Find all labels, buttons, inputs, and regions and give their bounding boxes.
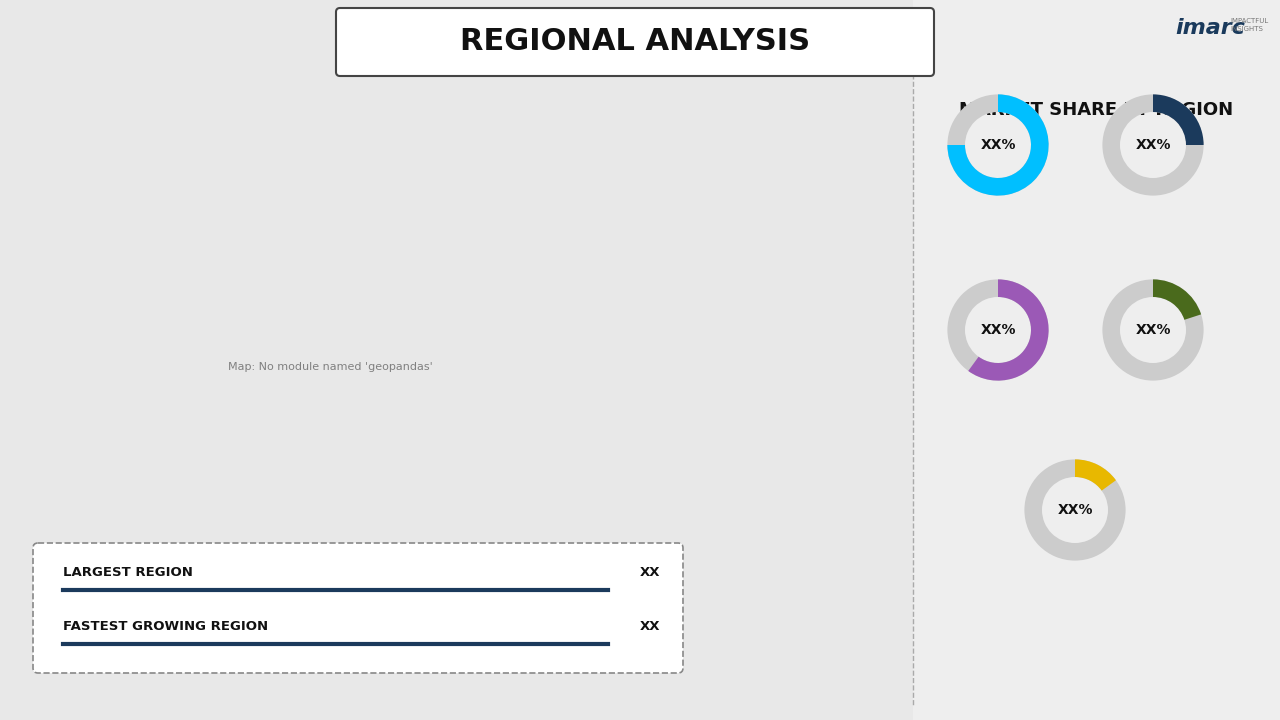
Text: MARKET SHARE BY REGION: MARKET SHARE BY REGION [960,101,1234,119]
Text: XX%: XX% [1057,503,1093,517]
Text: XX%: XX% [1135,323,1171,337]
Text: XX%: XX% [980,138,1016,152]
FancyBboxPatch shape [913,0,1280,720]
Wedge shape [1102,94,1203,196]
Text: XX: XX [640,565,660,578]
Wedge shape [1153,94,1203,145]
FancyBboxPatch shape [335,8,934,76]
Wedge shape [947,279,1048,381]
Wedge shape [1075,459,1116,490]
Wedge shape [947,94,1048,196]
Wedge shape [947,94,1048,196]
Text: XX%: XX% [1135,138,1171,152]
Text: LARGEST REGION: LARGEST REGION [63,565,193,578]
Wedge shape [1024,459,1125,561]
FancyBboxPatch shape [33,543,684,673]
Text: IMPACTFUL
INSIGHTS: IMPACTFUL INSIGHTS [1230,18,1268,32]
Wedge shape [1153,279,1201,320]
Text: REGIONAL ANALYSIS: REGIONAL ANALYSIS [460,27,810,56]
Text: FASTEST GROWING REGION: FASTEST GROWING REGION [63,619,268,632]
Text: XX%: XX% [980,323,1016,337]
Text: Map: No module named 'geopandas': Map: No module named 'geopandas' [228,362,433,372]
Text: XX: XX [640,619,660,632]
Wedge shape [1102,279,1203,381]
Wedge shape [968,279,1048,381]
Text: imarc: imarc [1175,18,1245,38]
